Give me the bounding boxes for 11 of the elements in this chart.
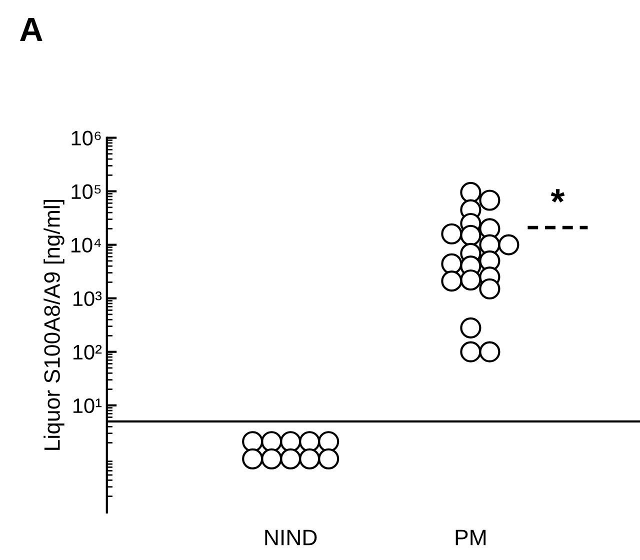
x-tick-label: NIND	[265, 530, 317, 546]
y-tick-label: 10⁵	[72, 184, 101, 200]
y-axis-title: Liquor S100A8/A9 [ng/ml]	[44, 200, 64, 450]
x-tick-label: PM	[456, 530, 486, 546]
chart-title: A	[20, 18, 42, 41]
y-tick-label: 10²	[74, 344, 102, 360]
y-tick-label: 10⁴	[71, 238, 101, 253]
ref-line-label: *	[550, 189, 565, 203]
y-tick-label: 10¹	[74, 398, 102, 414]
y-tick-label: 10³	[74, 291, 102, 306]
y-tick-label: 10⁶	[72, 130, 101, 146]
